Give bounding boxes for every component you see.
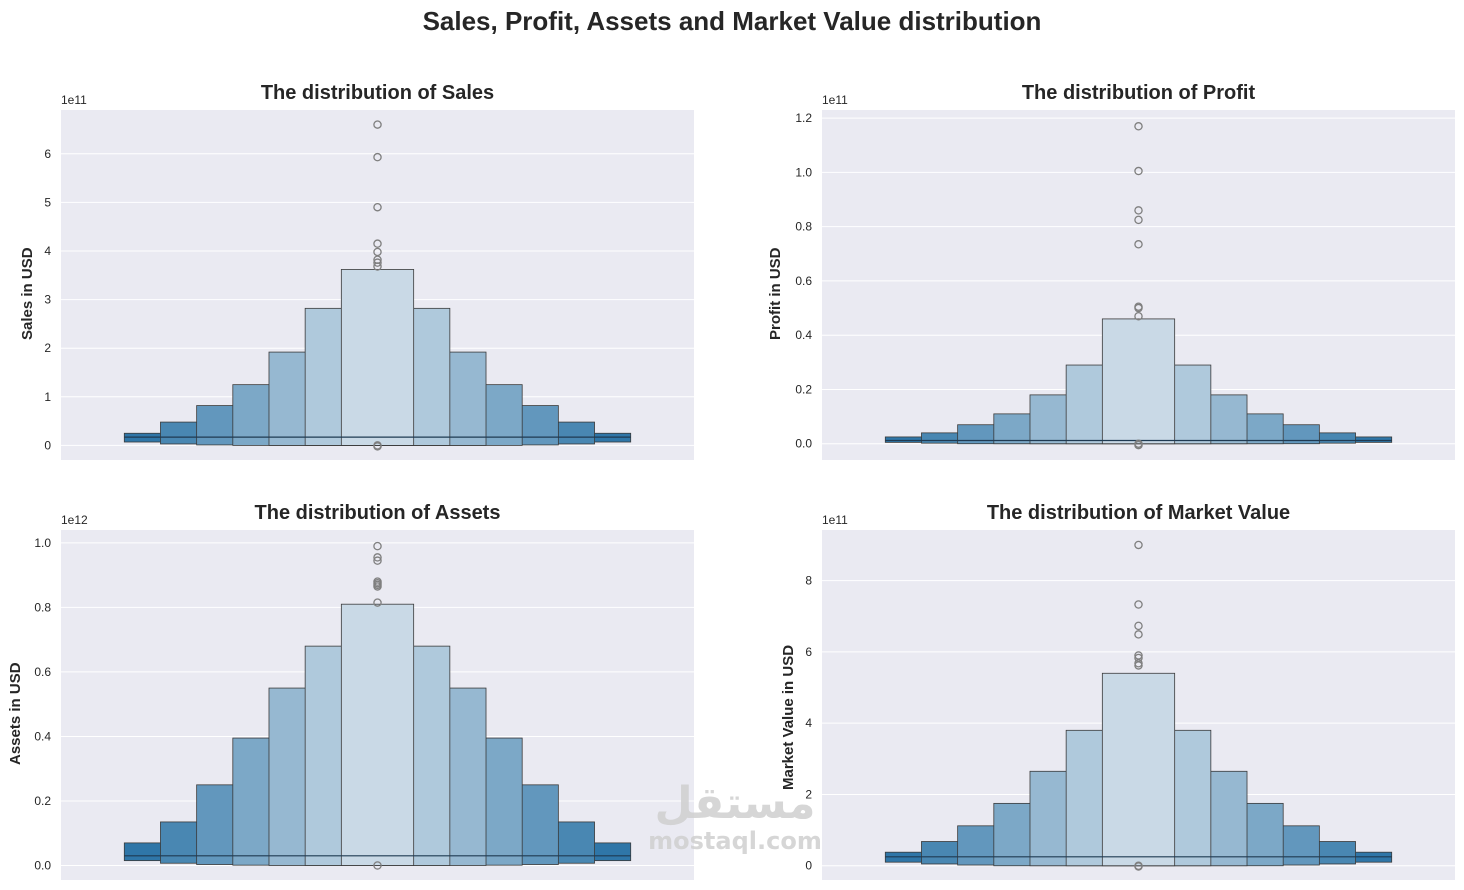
market-value-offset-text: 1e11 — [822, 513, 848, 527]
sales-chart-title: The distribution of Sales — [260, 82, 495, 104]
y-tick-label: 0 — [44, 438, 51, 452]
outlier-point — [373, 556, 382, 565]
y-tick-label: 0.2 — [795, 382, 812, 396]
boxen-box — [1101, 672, 1176, 867]
y-tick-label: 0.6 — [34, 665, 51, 679]
market-value-y-axis-label: Market Value in USD — [780, 644, 797, 790]
y-tick-label: 1.2 — [795, 111, 812, 125]
y-tick-label: 3 — [44, 293, 51, 307]
outlier-point — [373, 120, 382, 129]
boxen-box — [1101, 318, 1176, 445]
market-value-boxen-plot: 0 2 4 6 8 — [805, 530, 1455, 880]
outlier-point — [373, 442, 382, 451]
profit-boxen-plot: 0.0 0.2 0.4 0.6 0.8 1.0 1.2 — [795, 110, 1455, 460]
y-tick-label: 4 — [805, 716, 812, 730]
y-tick-label: 1.0 — [795, 165, 812, 179]
y-tick-label: 6 — [805, 645, 812, 659]
outlier-point — [1134, 311, 1143, 321]
outlier-point — [1134, 540, 1143, 550]
profit-y-axis-label: Profit in USD — [767, 247, 784, 341]
y-tick-label: 2 — [44, 341, 51, 355]
profit-chart-title: The distribution of Profit — [1021, 82, 1256, 104]
y-tick-label: 2 — [805, 787, 812, 801]
outlier-point — [1134, 862, 1143, 871]
y-tick-label: 0.4 — [795, 328, 812, 342]
outlier-point — [1134, 661, 1143, 670]
outlier-point — [1134, 215, 1143, 225]
assets-offset-text: 1e12 — [61, 513, 88, 527]
outlier-point — [373, 861, 382, 870]
y-tick-label: 5 — [44, 195, 51, 209]
outlier-point — [373, 202, 382, 212]
figure-title: Sales, Profit, Assets and Market Value d… — [422, 6, 1042, 36]
outlier-point — [1134, 206, 1143, 215]
outlier-point — [1134, 630, 1143, 639]
outlier-point — [373, 582, 382, 591]
y-tick-label: 0 — [805, 859, 812, 873]
outlier-point — [373, 541, 382, 551]
outlier-point — [373, 598, 382, 607]
assets-y-axis-label: Assets in USD — [7, 662, 24, 765]
y-tick-label: 0.8 — [34, 600, 51, 614]
outlier-point — [1134, 600, 1143, 609]
y-tick-label: 1.0 — [34, 536, 51, 550]
outlier-point — [1134, 621, 1143, 631]
y-tick-label: 0.2 — [34, 794, 51, 808]
y-tick-label: 0.6 — [795, 274, 812, 288]
sales-y-axis-label: Sales in USD — [19, 247, 36, 340]
outlier-point — [373, 262, 382, 271]
outlier-point — [1134, 240, 1143, 249]
y-tick-label: 4 — [44, 244, 51, 258]
outlier-point — [1134, 122, 1143, 131]
sales-boxen-plot: 0 1 2 3 4 5 6 — [44, 110, 694, 460]
boxen-box — [340, 269, 415, 446]
assets-chart-title: The distribution of Assets — [254, 502, 501, 524]
y-tick-label: 0.0 — [34, 858, 51, 872]
y-tick-label: 0.0 — [795, 437, 812, 451]
outlier-point — [373, 258, 382, 267]
assets-boxen-plot: 0.0 0.2 0.4 0.6 0.8 1.0 — [34, 530, 694, 880]
y-tick-label: 8 — [805, 574, 812, 588]
sales-offset-text: 1e11 — [61, 93, 87, 107]
y-tick-label: 0.8 — [795, 220, 812, 234]
outlier-point — [1134, 166, 1143, 176]
y-tick-label: 6 — [44, 147, 51, 161]
outlier-point — [373, 239, 382, 248]
market-value-chart-title: The distribution of Market Value — [986, 502, 1291, 524]
outlier-point — [1134, 440, 1143, 450]
profit-offset-text: 1e11 — [822, 93, 848, 107]
outlier-point — [1134, 303, 1143, 313]
y-tick-label: 1 — [44, 390, 51, 404]
outlier-point — [373, 152, 382, 162]
outlier-point — [373, 553, 382, 562]
y-tick-label: 0.4 — [34, 729, 51, 743]
boxen-box — [340, 603, 415, 866]
